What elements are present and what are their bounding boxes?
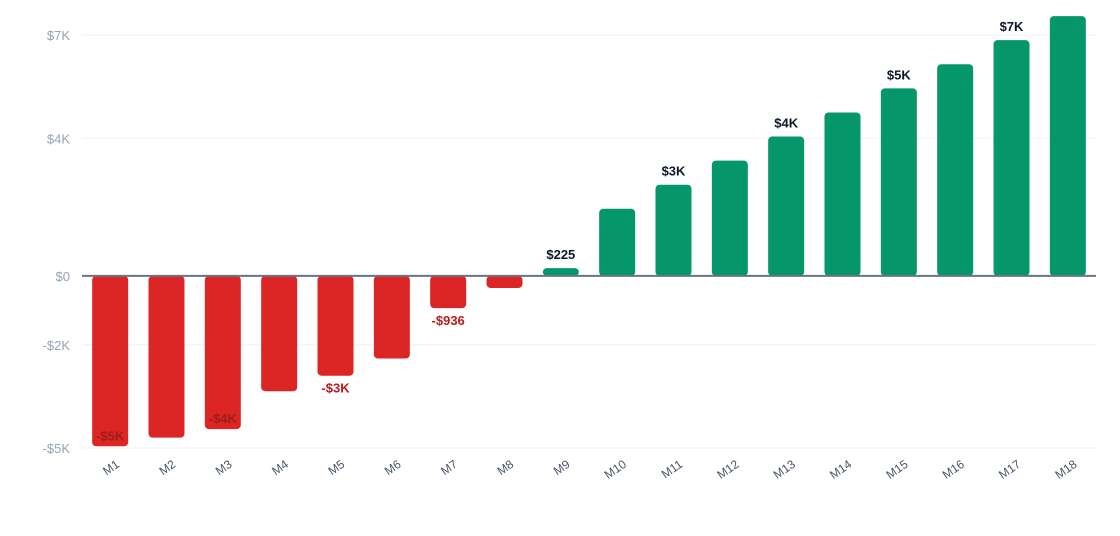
y-tick-label: $7K: [47, 28, 70, 43]
x-tick-label: M8: [495, 457, 517, 478]
x-tick-label: M10: [602, 457, 629, 482]
bar-m14[interactable]: [824, 112, 861, 276]
bar-m5[interactable]: [317, 275, 354, 376]
bar-m12[interactable]: [711, 160, 748, 276]
y-tick-label: $0: [56, 269, 70, 284]
x-tick-label: M1: [100, 457, 122, 478]
y-axis: -$5K -$2K $0 $4K $7K: [43, 28, 71, 456]
bar-m13[interactable]: [768, 136, 805, 276]
bar-m9[interactable]: [542, 268, 579, 276]
bar-m17[interactable]: [993, 40, 1030, 276]
y-tick-label: -$2K: [43, 338, 71, 353]
data-label: $7K: [1000, 19, 1024, 34]
data-label: $3K: [662, 164, 686, 179]
x-tick-label: M16: [940, 457, 967, 482]
x-tick-label: M11: [659, 457, 686, 482]
x-tick-label: M6: [382, 457, 404, 478]
bar-m8[interactable]: [486, 275, 523, 288]
x-tick-label: M7: [438, 457, 460, 478]
x-tick-label: M17: [996, 457, 1023, 482]
x-tick-label: M13: [771, 457, 798, 482]
x-tick-label: M14: [827, 457, 854, 482]
data-label-layer: -$5K -$4K -$3K -$936 $225 $3K $4K $5K $7K: [96, 19, 1024, 443]
x-tick-label: M15: [883, 457, 910, 482]
x-axis: M1 M2 M3 M4 M5 M6 M7 M8 M9 M10 M11 M12 M13 M14 M15 M16 M…: [100, 457, 1080, 482]
x-tick-label: M18: [1052, 457, 1079, 482]
x-tick-label: M9: [551, 457, 573, 478]
bar-m2[interactable]: [148, 275, 185, 438]
grid-layer: [82, 34, 1096, 449]
data-label: $225: [546, 247, 575, 262]
y-tick-label: -$5K: [43, 441, 71, 456]
x-tick-label: M2: [157, 457, 179, 478]
bar-m7[interactable]: [430, 275, 467, 309]
bar-m3[interactable]: [204, 275, 241, 430]
bar-m11[interactable]: [655, 184, 692, 276]
data-label: $4K: [774, 116, 798, 131]
bar-m18[interactable]: [1049, 16, 1086, 276]
bar-m6[interactable]: [373, 275, 410, 359]
data-label: -$5K: [96, 428, 125, 443]
bar-layer: [92, 16, 1086, 447]
x-tick-label: M5: [326, 457, 348, 478]
bar-m16[interactable]: [937, 64, 974, 276]
y-tick-label: $4K: [47, 131, 70, 146]
bar-m4[interactable]: [261, 275, 298, 392]
x-tick-label: M12: [714, 457, 741, 482]
bar-m1[interactable]: [92, 275, 129, 447]
data-label: -$936: [432, 313, 465, 328]
data-label: -$4K: [209, 411, 238, 426]
data-label: -$3K: [321, 381, 350, 396]
data-label: $5K: [887, 67, 911, 82]
x-tick-label: M3: [213, 457, 235, 478]
x-tick-label: M4: [269, 457, 291, 478]
bar-m15[interactable]: [880, 88, 917, 276]
bar-m10[interactable]: [599, 208, 636, 276]
